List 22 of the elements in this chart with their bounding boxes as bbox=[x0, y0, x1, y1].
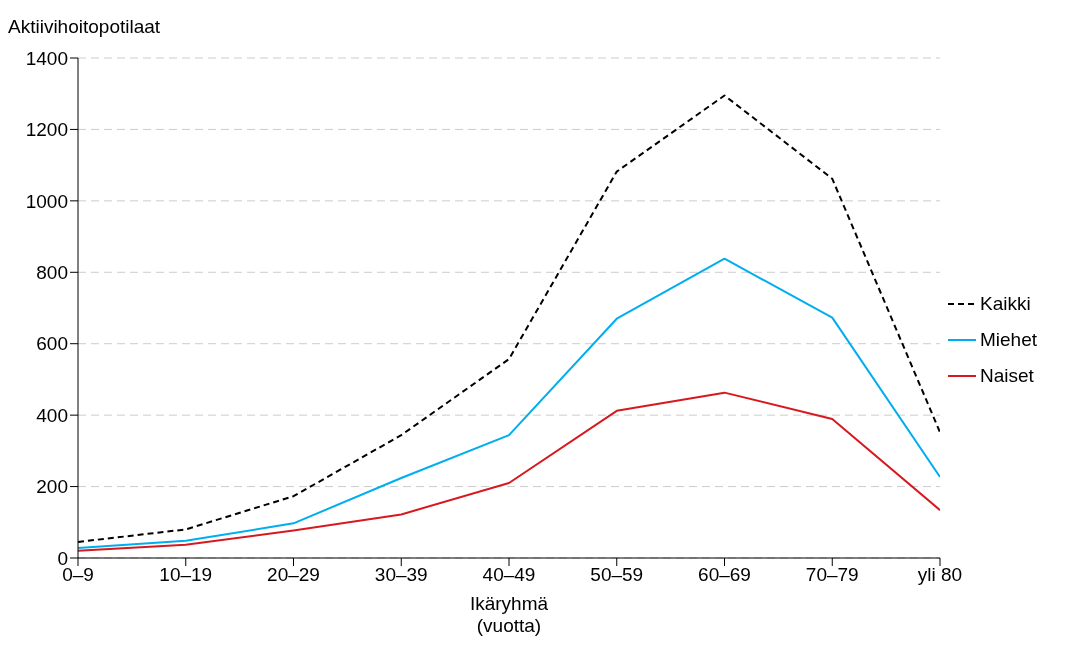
y-tick-label: 400 bbox=[36, 404, 68, 426]
x-tick-label: 70–79 bbox=[805, 564, 859, 586]
legend-label: Naiset bbox=[980, 365, 1034, 386]
x-tick-label: 50–59 bbox=[590, 564, 644, 586]
x-tick-label: 30–39 bbox=[374, 564, 428, 586]
x-tick-label: 20–29 bbox=[267, 564, 320, 586]
y-tick-label: 600 bbox=[36, 333, 68, 355]
x-tick-label: 60–69 bbox=[698, 564, 751, 586]
x-tick-label: yli 80 bbox=[917, 564, 963, 586]
y-tick-label: 200 bbox=[36, 476, 68, 498]
x-axis-title: Ikäryhmä (vuotta) bbox=[469, 593, 549, 636]
y-tick-label: 1000 bbox=[25, 190, 68, 212]
legend-label: Miehet bbox=[980, 329, 1038, 350]
y-tick-label: 800 bbox=[36, 262, 68, 284]
line-series bbox=[78, 391, 940, 552]
y-tick-label: 1200 bbox=[25, 119, 68, 141]
legend-label: Kaikki bbox=[980, 293, 1031, 314]
y-axis-title: Aktiivihoitopotilaat bbox=[8, 16, 161, 38]
x-tick-label: 40–49 bbox=[482, 564, 536, 586]
y-tick-label: 1400 bbox=[25, 47, 68, 69]
x-tick-label: 10–19 bbox=[159, 564, 213, 586]
line-series bbox=[78, 257, 940, 549]
